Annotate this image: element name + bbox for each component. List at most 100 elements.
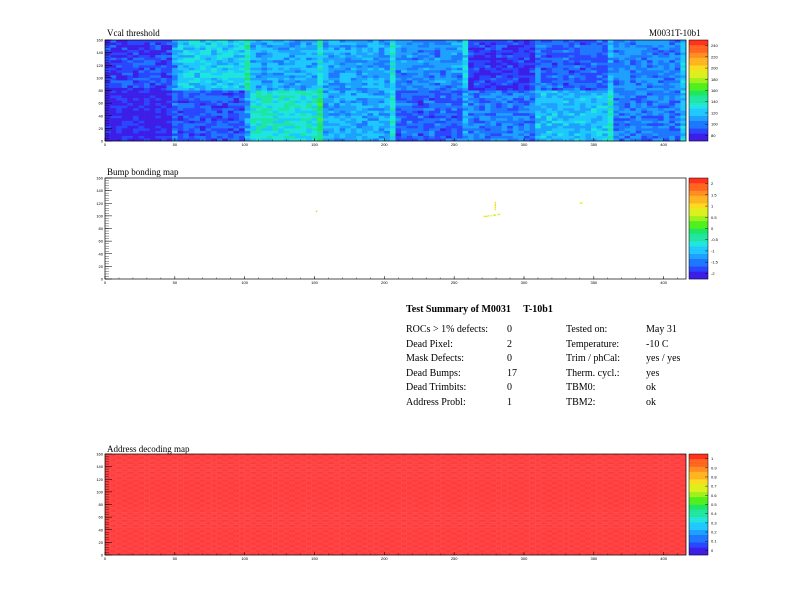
threshold-cell: [674, 62, 681, 66]
threshold-cell: [535, 85, 542, 89]
threshold-cell: [177, 65, 184, 69]
threshold-cell: [663, 93, 670, 96]
threshold-cell: [563, 133, 569, 137]
threshold-cell: [507, 100, 514, 104]
threshold-cell: [434, 120, 441, 124]
threshold-cell: [641, 70, 648, 74]
threshold-cell: [261, 115, 268, 119]
threshold-cell: [406, 138, 413, 142]
threshold-cell: [434, 115, 441, 119]
threshold-cell: [641, 125, 648, 129]
threshold-cell: [367, 60, 374, 64]
threshold-cell: [384, 103, 391, 106]
threshold-cell: [535, 42, 542, 46]
threshold-cell: [367, 115, 374, 119]
threshold-cell: [205, 45, 212, 48]
threshold-cell: [563, 125, 569, 129]
threshold-cell: [138, 67, 145, 71]
threshold-cell: [635, 80, 642, 84]
threshold-cell: [356, 80, 363, 84]
threshold-cell: [373, 103, 380, 106]
threshold-cell: [356, 118, 363, 122]
color-scale-band: [689, 268, 708, 272]
threshold-cell: [417, 115, 424, 119]
threshold-cell: [490, 52, 497, 56]
threshold-cell: [227, 65, 234, 69]
threshold-cell: [294, 120, 301, 124]
threshold-cell: [429, 40, 435, 43]
threshold-cell: [283, 98, 290, 101]
threshold-cell: [473, 72, 480, 76]
threshold-cell: [635, 85, 642, 89]
threshold-cell: [250, 52, 257, 56]
threshold-cell: [172, 57, 178, 61]
threshold-cell: [211, 135, 218, 139]
address-cell: [272, 454, 279, 457]
threshold-cell: [255, 120, 262, 124]
threshold-cell: [624, 95, 631, 99]
address-cell: [244, 459, 251, 462]
address-cell: [199, 464, 206, 467]
threshold-cell: [239, 93, 245, 96]
threshold-cell: [423, 110, 430, 114]
threshold-cell: [412, 72, 419, 76]
threshold-cell: [261, 75, 268, 79]
threshold-cell: [211, 123, 218, 127]
color-scale-band: [689, 52, 708, 56]
threshold-cell: [468, 115, 475, 119]
threshold-cell: [121, 52, 128, 56]
threshold-cell: [479, 113, 486, 117]
threshold-cell: [177, 95, 184, 99]
threshold-cell: [267, 60, 273, 64]
threshold-cell: [496, 67, 502, 71]
threshold-cell: [473, 70, 480, 74]
address-cell: [250, 459, 257, 462]
address-cell: [289, 454, 296, 457]
threshold-cell: [445, 95, 452, 99]
threshold-cell: [652, 75, 659, 79]
threshold-cell: [440, 100, 447, 104]
threshold-cell: [311, 70, 318, 74]
threshold-cell: [462, 90, 469, 94]
threshold-cell: [630, 108, 637, 111]
threshold-cell: [529, 120, 536, 124]
threshold-cell: [417, 57, 424, 61]
threshold-cell: [322, 82, 329, 86]
threshold-cell: [546, 135, 553, 139]
threshold-cell: [641, 87, 648, 91]
address-cell: [423, 456, 430, 460]
threshold-cell: [602, 60, 609, 64]
color-scale-label: 1.5: [711, 192, 717, 197]
threshold-cell: [378, 108, 385, 111]
threshold-cell: [334, 105, 340, 109]
threshold-cell: [635, 52, 642, 56]
threshold-cell: [334, 133, 340, 137]
threshold-cell: [177, 100, 184, 104]
threshold-cell: [546, 60, 553, 64]
threshold-cell: [412, 118, 419, 122]
threshold-cell: [585, 65, 592, 69]
threshold-cell: [462, 113, 469, 117]
threshold-cell: [395, 135, 402, 139]
threshold-cell: [529, 82, 536, 86]
threshold-cell: [132, 128, 139, 132]
threshold-cell: [272, 130, 279, 134]
address-cell: [311, 461, 318, 465]
threshold-cell: [345, 47, 352, 51]
address-cell: [507, 461, 514, 465]
threshold-cell: [322, 95, 329, 99]
threshold-cell: [406, 85, 413, 89]
threshold-cell: [239, 133, 245, 137]
threshold-cell: [669, 82, 676, 86]
threshold-cell: [596, 90, 603, 94]
threshold-cell: [294, 87, 301, 91]
threshold-cell: [574, 87, 581, 91]
threshold-cell: [367, 113, 374, 117]
threshold-cell: [166, 40, 173, 43]
threshold-cell: [535, 100, 542, 104]
threshold-cell: [412, 115, 419, 119]
address-cell: [479, 461, 486, 465]
threshold-cell: [462, 100, 469, 104]
threshold-cell: [121, 42, 128, 46]
threshold-cell: [473, 138, 480, 142]
